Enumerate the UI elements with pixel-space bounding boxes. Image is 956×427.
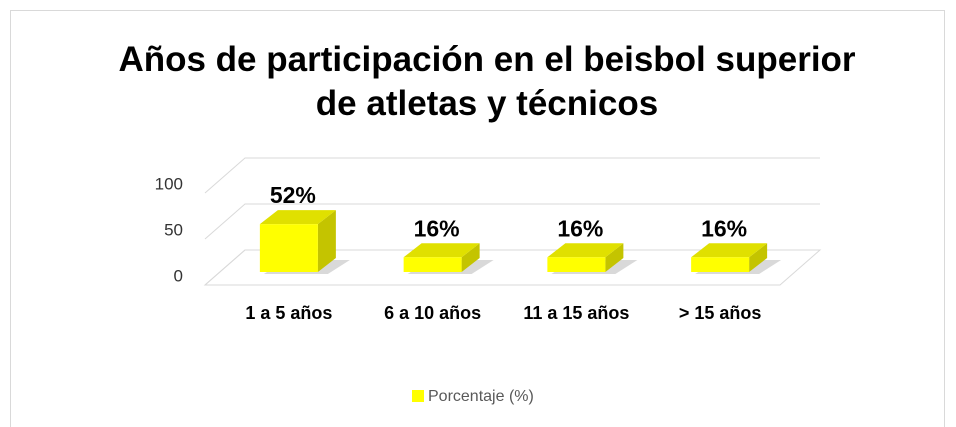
bar-front [547,257,606,272]
bar [547,243,624,272]
data-label: 52% [270,182,316,208]
bar [691,243,768,272]
bar-top [691,243,768,258]
legend-swatch [412,390,424,402]
x-tick-label: > 15 años [678,303,762,323]
y-tick-label: 100 [155,174,183,193]
data-label: 16% [414,215,460,241]
grid-line [204,249,820,286]
data-label: 16% [701,215,747,241]
bar-front [691,257,750,272]
chart-border [10,10,945,427]
bar-top [259,210,336,225]
bar-side [605,243,624,272]
data-label: 16% [557,215,603,241]
x-tick-label: 6 a 10 años [384,303,482,323]
bar [259,210,336,272]
y-tick-label: 0 [174,266,183,285]
grid-line [204,157,820,194]
bar-top [547,243,624,258]
x-tick-label: 1 a 5 años [245,303,333,323]
bar-side [749,243,768,272]
grid-line [204,203,820,240]
x-tick-label: 11 a 15 años [523,303,630,323]
bar-side [461,243,480,272]
bar [403,243,480,272]
bar-top [403,243,480,258]
bar-front [259,224,318,272]
bar-front [403,257,462,272]
chart-title: Años de participación en el beisbol supe… [118,40,855,123]
bar-side [317,210,336,272]
y-tick-label: 50 [164,220,183,239]
legend-label: Porcentaje (%) [428,388,534,405]
